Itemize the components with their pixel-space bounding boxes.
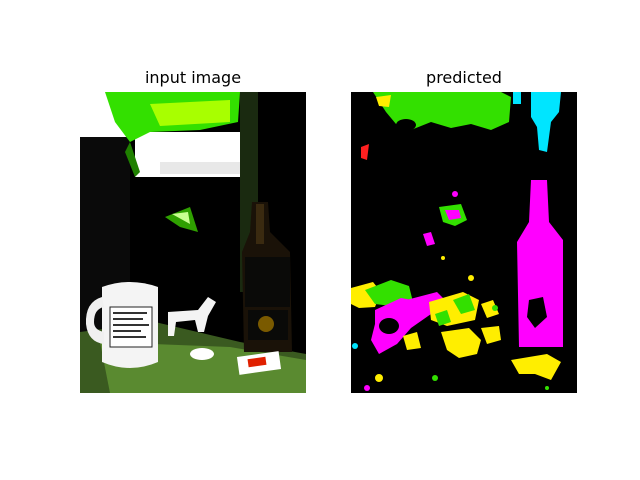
input-image-title: input image [144,68,242,87]
input-photo [80,92,306,393]
input-image-panel [80,92,306,393]
predicted-title: predicted [426,68,502,87]
segmentation-mask [351,92,577,393]
predicted-panel [351,92,577,393]
